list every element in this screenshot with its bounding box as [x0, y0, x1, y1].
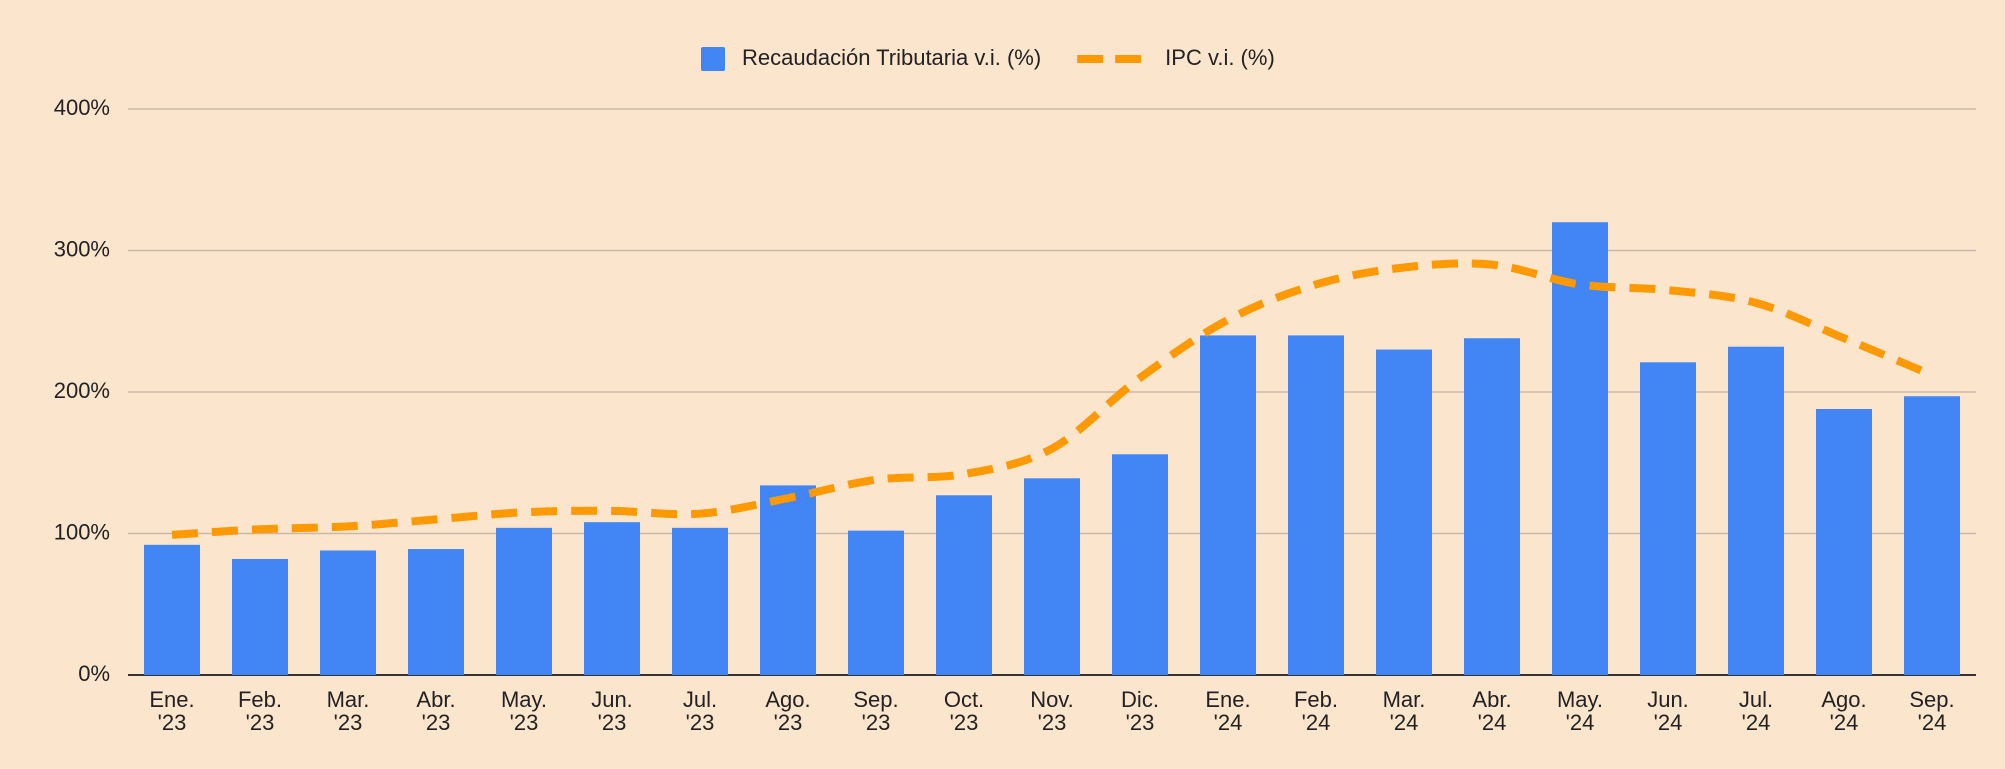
y-tick-label: 0%	[78, 661, 110, 686]
x-tick-label-line: '23	[422, 710, 451, 735]
line	[171, 259, 1934, 539]
x-tick-label: Jun. '23	[591, 687, 633, 735]
x-tick-label-line: May.	[501, 687, 547, 712]
x-tick-label-line: Mar.	[1383, 687, 1426, 712]
bar	[1464, 338, 1520, 675]
bar	[848, 530, 904, 675]
bar	[320, 550, 376, 675]
bar	[1816, 408, 1872, 675]
bar	[1640, 362, 1696, 675]
x-tick-label-line: '23	[862, 710, 891, 735]
x-tick-label-line: '24	[1918, 710, 1947, 735]
x-tick-label: Jul. '24	[1739, 687, 1773, 735]
x-tick-label: Abr. '24	[1472, 687, 1511, 735]
x-tick-label-line: May.	[1557, 687, 1603, 712]
legend-label: Recaudación Tributaria v.i. (%)	[742, 45, 1041, 70]
x-tick-label-line: '24	[1390, 710, 1419, 735]
y-tick-label: 100%	[54, 519, 110, 544]
x-tick-label-line: Jun.	[1647, 687, 1689, 712]
x-tick-label-line: '24	[1654, 710, 1683, 735]
bar	[1288, 335, 1344, 675]
x-tick-label-line: '23	[1038, 710, 1067, 735]
x-tick-label: Abr. '23	[416, 687, 455, 735]
x-tick-label-line: '24	[1566, 710, 1595, 735]
x-tick-label-line: '23	[510, 710, 539, 735]
x-tick-label-line: Sep.	[1909, 687, 1954, 712]
x-tick-label-line: Jun.	[591, 687, 633, 712]
x-tick-label: Ago. '23	[765, 687, 810, 735]
x-tick-label-line: '23	[158, 710, 187, 735]
x-tick-label-line: Abr.	[1472, 687, 1511, 712]
x-tick-label: Sep. '24	[1909, 687, 1954, 735]
x-tick-label: Jun. '24	[1647, 687, 1689, 735]
bar	[1552, 222, 1608, 675]
bar	[1728, 346, 1784, 675]
x-tick-label-line: Ene.	[149, 687, 194, 712]
x-tick-label-line: Ago.	[765, 687, 810, 712]
x-tick-label: Oct. '23	[944, 687, 984, 735]
legend-label: IPC v.i. (%)	[1165, 45, 1275, 70]
x-tick-label-line: Oct.	[944, 687, 984, 712]
x-tick-label-line: Jul.	[683, 687, 717, 712]
x-tick-label-line: Sep.	[853, 687, 898, 712]
legend-swatch	[701, 47, 725, 71]
x-tick-label-line: '24	[1214, 710, 1243, 735]
x-tick-label-line: Ene.	[1205, 687, 1250, 712]
x-tick-label-line: '23	[598, 710, 627, 735]
x-tick-label: Feb. '23	[238, 687, 282, 735]
bar	[760, 485, 816, 675]
bar	[1200, 335, 1256, 675]
x-tick-label-line: '23	[950, 710, 979, 735]
x-tick-label: Feb. '24	[1294, 687, 1338, 735]
x-tick-label-line: Ago.	[1821, 687, 1866, 712]
x-tick-label: Ago. '24	[1821, 687, 1866, 735]
x-tick-label: Sep. '23	[853, 687, 898, 735]
x-tick-label: Mar. '23	[327, 687, 370, 735]
x-tick-label: Nov. '23	[1030, 687, 1074, 735]
y-tick-label: 400%	[54, 95, 110, 120]
bar	[584, 522, 640, 675]
bar	[936, 495, 992, 675]
x-tick-label-line: '23	[246, 710, 275, 735]
bar	[1904, 396, 1960, 675]
x-tick-label-line: Feb.	[1294, 687, 1338, 712]
bar	[1112, 454, 1168, 675]
x-tick-label-line: '24	[1302, 710, 1331, 735]
x-tick-label-line: Feb.	[238, 687, 282, 712]
x-tick-label: May. '23	[501, 687, 547, 735]
x-tick-label-line: Mar.	[327, 687, 370, 712]
bar	[1024, 478, 1080, 675]
x-tick-label-line: Jul.	[1739, 687, 1773, 712]
x-tick-label-line: '24	[1478, 710, 1507, 735]
x-tick-label-line: Dic.	[1121, 687, 1159, 712]
x-tick-label-line: Abr.	[416, 687, 455, 712]
x-tick-label-line: '23	[774, 710, 803, 735]
x-tick-label: Mar. '24	[1383, 687, 1426, 735]
x-tick-label-line: '23	[1126, 710, 1155, 735]
bar	[144, 544, 200, 675]
bar	[232, 558, 288, 675]
bar	[496, 527, 552, 675]
bar	[672, 527, 728, 675]
x-tick-label: Ene. '23	[149, 687, 194, 735]
x-tick-label: Dic. '23	[1121, 687, 1159, 735]
x-tick-label-line: Nov.	[1030, 687, 1074, 712]
x-tick-label-line: '23	[334, 710, 363, 735]
x-tick-label-line: '24	[1742, 710, 1771, 735]
bar	[1376, 349, 1432, 675]
x-tick-label: May. '24	[1557, 687, 1603, 735]
x-tick-label: Ene. '24	[1205, 687, 1250, 735]
y-tick-label: 200%	[54, 378, 110, 403]
x-tick-label: Jul. '23	[683, 687, 717, 735]
x-tick-label-line: '23	[686, 710, 715, 735]
x-tick-label-line: '24	[1830, 710, 1859, 735]
bar	[408, 549, 464, 675]
y-tick-label: 300%	[54, 236, 110, 261]
